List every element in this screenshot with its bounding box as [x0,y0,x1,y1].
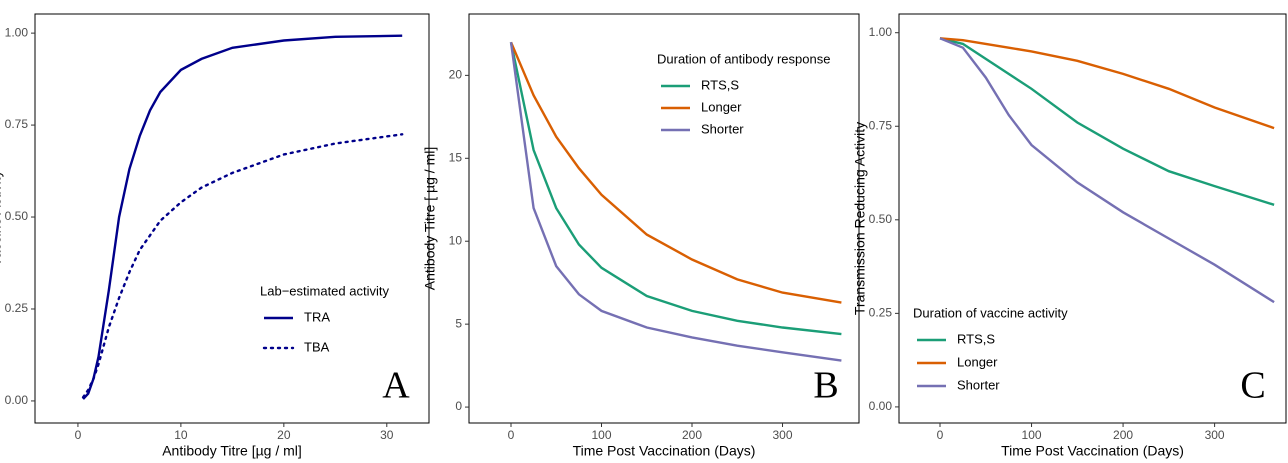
x-tick-label: 0 [508,428,515,442]
legend-label: RTS,S [701,77,739,92]
y-tick-label: 0.50 [5,209,29,223]
x-axis-title: Time Post Vaccination (Days) [1001,443,1184,459]
y-tick-label: 0.25 [5,301,29,315]
legend-label: TRA [304,309,330,324]
legend-label: RTS,S [957,331,995,346]
y-tick-label: 0.00 [869,399,893,413]
x-tick-label: 200 [1113,428,1133,442]
legend-title: Lab−estimated activity [260,283,389,298]
legend-label: Longer [957,354,998,369]
y-tick-label: 1.00 [869,25,893,39]
series-line [81,133,404,399]
y-tick-label: 0.50 [869,212,893,226]
y-tick-label: 20 [449,68,463,82]
y-tick-label: 0.75 [5,117,29,131]
x-tick-label: 200 [682,428,702,442]
legend-label: Longer [701,99,742,114]
series-line [939,37,1275,130]
x-tick-label: 100 [1022,428,1042,442]
x-tick-label: 300 [773,428,793,442]
series-line [82,34,403,400]
y-tick-label: 0 [455,399,462,413]
x-axis-title: Antibody Titre [µg / ml] [162,443,302,459]
panel-letter: B [813,365,838,407]
x-tick-label: 30 [380,428,394,442]
panel-letter: C [1240,365,1265,407]
y-axis-title: Vaccine Activity [0,170,4,266]
legend-title: Duration of antibody response [657,51,830,66]
x-tick-label: 100 [591,428,611,442]
series-line [939,37,1275,206]
legend-label: Shorter [701,121,744,136]
y-tick-label: 0.25 [869,306,893,320]
x-tick-label: 0 [75,428,82,442]
series-line [509,41,842,304]
legend-title: Duration of vaccine activity [913,305,1068,320]
x-tick-label: 20 [277,428,291,442]
y-tick-label: 10 [449,233,463,247]
y-axis-title: Transmission Reducing Activity [852,122,868,315]
y-axis-title: Antibody Titre [ µg / ml] [422,147,438,290]
plot-frame [898,13,1287,424]
plot-frame [468,13,860,424]
series-line [939,37,1275,304]
y-tick-label: 1.00 [5,25,29,39]
x-axis-title: Time Post Vaccination (Days) [573,443,756,459]
legend-label: Shorter [957,377,1000,392]
x-tick-label: 0 [937,428,944,442]
y-tick-label: 0.75 [869,118,893,132]
series-line [509,42,842,362]
y-tick-label: 5 [455,316,462,330]
legend-label: TBA [304,339,330,354]
y-tick-label: 15 [449,150,463,164]
panel-letter: A [382,365,410,407]
y-tick-label: 0.00 [5,393,29,407]
x-tick-label: 10 [174,428,188,442]
series-line [509,41,842,336]
x-tick-label: 300 [1205,428,1225,442]
plot-frame [34,13,430,424]
